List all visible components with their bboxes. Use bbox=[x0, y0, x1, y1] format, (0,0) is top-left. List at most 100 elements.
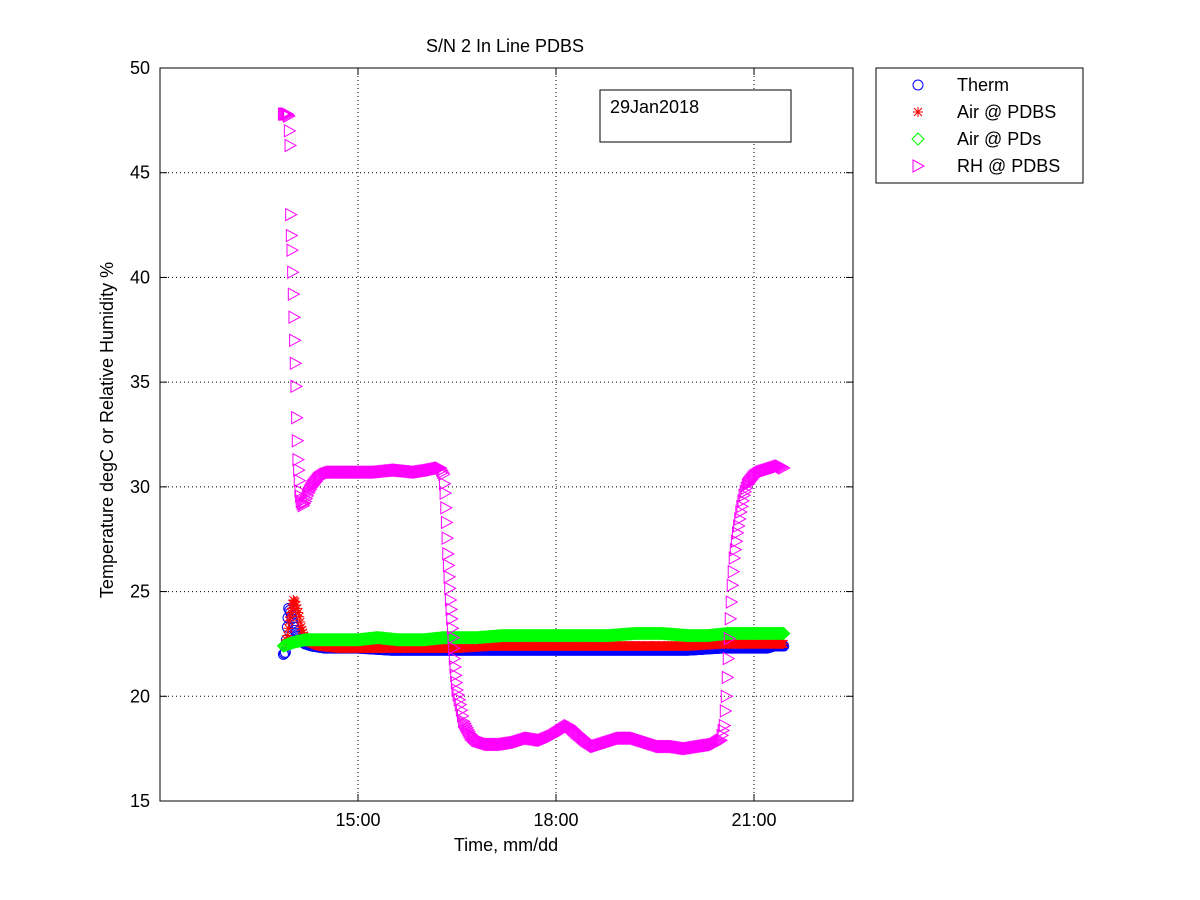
data-point bbox=[723, 631, 737, 646]
date-annotation-box: 29Jan2018 bbox=[599, 89, 792, 143]
data-point bbox=[281, 107, 295, 121]
data-point bbox=[719, 704, 733, 718]
data-point bbox=[721, 670, 735, 685]
data-point bbox=[283, 623, 294, 634]
data-point bbox=[717, 723, 731, 738]
data-point bbox=[294, 484, 307, 498]
data-point bbox=[283, 109, 296, 124]
data-point bbox=[292, 452, 305, 467]
y-tick-label: 30 bbox=[130, 477, 150, 497]
data-point bbox=[294, 611, 305, 622]
data-point bbox=[446, 611, 459, 626]
data-point bbox=[297, 498, 311, 513]
data-point bbox=[772, 626, 787, 641]
data-point bbox=[446, 621, 460, 636]
data-point bbox=[284, 138, 298, 153]
data-point bbox=[285, 207, 298, 222]
data-point bbox=[291, 600, 302, 611]
data-point bbox=[301, 489, 315, 503]
data-point bbox=[737, 493, 751, 508]
data-point bbox=[436, 463, 449, 477]
data-point bbox=[285, 611, 296, 622]
data-point bbox=[297, 624, 308, 635]
legend-box bbox=[875, 67, 1084, 184]
data-point bbox=[440, 500, 453, 515]
plot-frame bbox=[159, 67, 854, 802]
data-point bbox=[289, 356, 303, 371]
legend-marker bbox=[912, 79, 924, 91]
legend-marker bbox=[912, 159, 926, 173]
y-axis-label: Temperature degC or Relative Humidity % bbox=[97, 262, 117, 598]
x-tick-labels: 15:00 18:00 21:00 bbox=[335, 810, 776, 830]
data-point bbox=[725, 595, 739, 609]
data-point bbox=[287, 287, 301, 302]
y-tick-label: 40 bbox=[130, 267, 150, 287]
legend-marker bbox=[911, 132, 925, 146]
data-point bbox=[450, 675, 464, 690]
data-point bbox=[730, 534, 744, 549]
data-point bbox=[282, 630, 293, 641]
data-series bbox=[276, 107, 791, 756]
data-point bbox=[293, 463, 306, 477]
data-point bbox=[451, 683, 465, 697]
legend-label: Air @ PDBS bbox=[957, 102, 1056, 122]
data-point bbox=[287, 265, 300, 280]
data-point bbox=[455, 703, 469, 718]
data-point bbox=[722, 651, 736, 666]
y-tick-label: 25 bbox=[130, 582, 150, 602]
data-point bbox=[449, 660, 463, 674]
legend-marker bbox=[913, 107, 923, 117]
data-point bbox=[724, 611, 738, 626]
data-point bbox=[287, 603, 297, 614]
legend[interactable]: Therm Air @ PDBS Air @ PDs RH @ PDBS bbox=[875, 67, 1084, 184]
data-point bbox=[444, 581, 457, 596]
data-point bbox=[773, 626, 788, 641]
data-point bbox=[284, 615, 295, 626]
y-tick-label: 45 bbox=[130, 163, 150, 183]
data-point bbox=[720, 689, 734, 704]
date-annotation: 29Jan2018 bbox=[610, 97, 699, 117]
data-point bbox=[290, 379, 304, 394]
data-point bbox=[718, 718, 732, 733]
data-point bbox=[447, 630, 461, 645]
data-point bbox=[770, 626, 784, 641]
data-point bbox=[443, 570, 457, 584]
data-point bbox=[727, 564, 741, 579]
series-air-pds bbox=[276, 626, 791, 653]
data-point bbox=[453, 692, 467, 707]
data-point bbox=[729, 542, 743, 557]
data-point bbox=[295, 616, 306, 627]
series-rh-pdbs bbox=[277, 107, 791, 756]
data-point bbox=[299, 494, 313, 509]
data-point bbox=[441, 531, 455, 546]
data-point bbox=[716, 728, 730, 743]
x-tick-label: 18:00 bbox=[533, 810, 578, 830]
data-point bbox=[286, 243, 300, 258]
data-point bbox=[778, 461, 791, 475]
data-point bbox=[435, 461, 448, 475]
data-point bbox=[444, 593, 458, 607]
data-point bbox=[286, 607, 297, 618]
chart-title: S/N 2 In Line PDBS bbox=[426, 36, 584, 56]
data-point bbox=[448, 641, 461, 655]
data-point bbox=[293, 607, 304, 618]
data-point bbox=[283, 123, 297, 138]
data-point bbox=[289, 333, 302, 348]
data-point bbox=[285, 228, 299, 243]
y-tick-label: 20 bbox=[130, 686, 150, 706]
data-point bbox=[454, 697, 468, 712]
data-point bbox=[452, 688, 466, 702]
y-tick-label: 15 bbox=[130, 791, 150, 811]
data-point bbox=[448, 651, 462, 666]
data-point bbox=[439, 486, 453, 500]
x-axis-label: Time, mm/dd bbox=[454, 835, 558, 855]
data-point bbox=[735, 505, 748, 519]
data-point bbox=[450, 668, 463, 683]
data-point bbox=[282, 108, 296, 122]
data-point bbox=[442, 558, 456, 573]
data-point bbox=[778, 638, 789, 649]
y-tick-labels: 15 20 25 30 35 40 45 50 bbox=[130, 58, 150, 811]
data-point bbox=[437, 465, 450, 480]
data-point bbox=[776, 626, 791, 641]
